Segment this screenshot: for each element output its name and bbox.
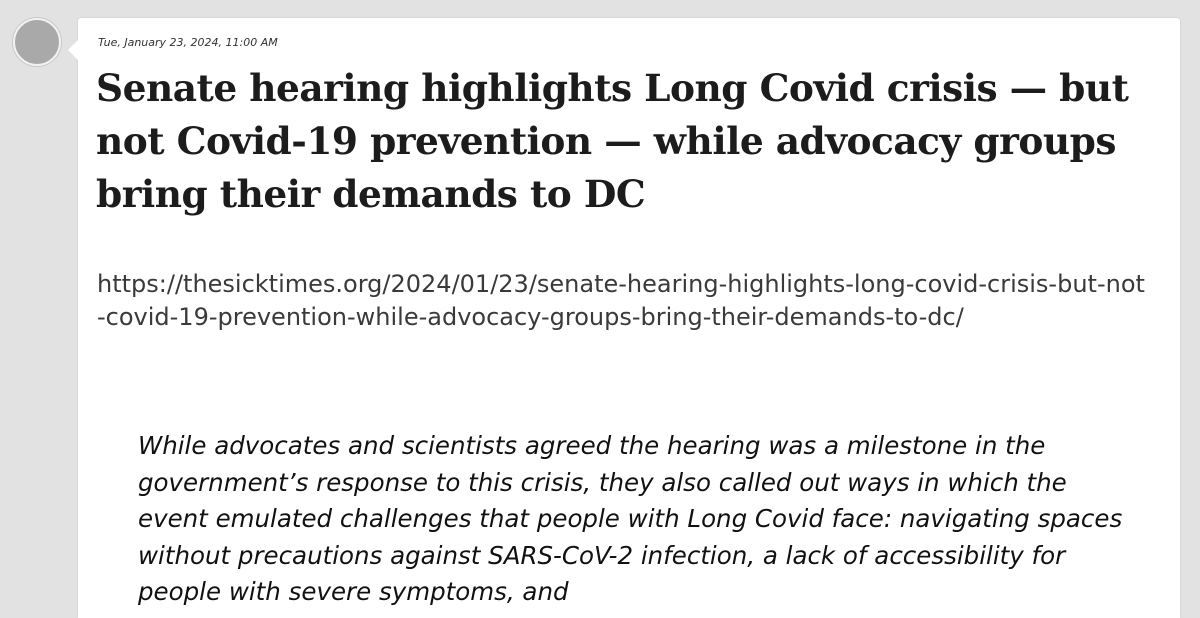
post-title: Senate hearing highlights Long Covid cri… bbox=[96, 66, 1129, 216]
article-quote: While advocates and scientists agreed th… bbox=[138, 431, 1123, 606]
avatar[interactable] bbox=[13, 18, 61, 66]
post-timestamp: Tue, January 23, 2024, 11:00 AM bbox=[98, 36, 278, 49]
article-link[interactable]: https://thesicktimes.org/2024/01/23/sena… bbox=[97, 270, 1145, 331]
post-card: Tue, January 23, 2024, 11:00 AM Senate h… bbox=[68, 18, 1180, 618]
